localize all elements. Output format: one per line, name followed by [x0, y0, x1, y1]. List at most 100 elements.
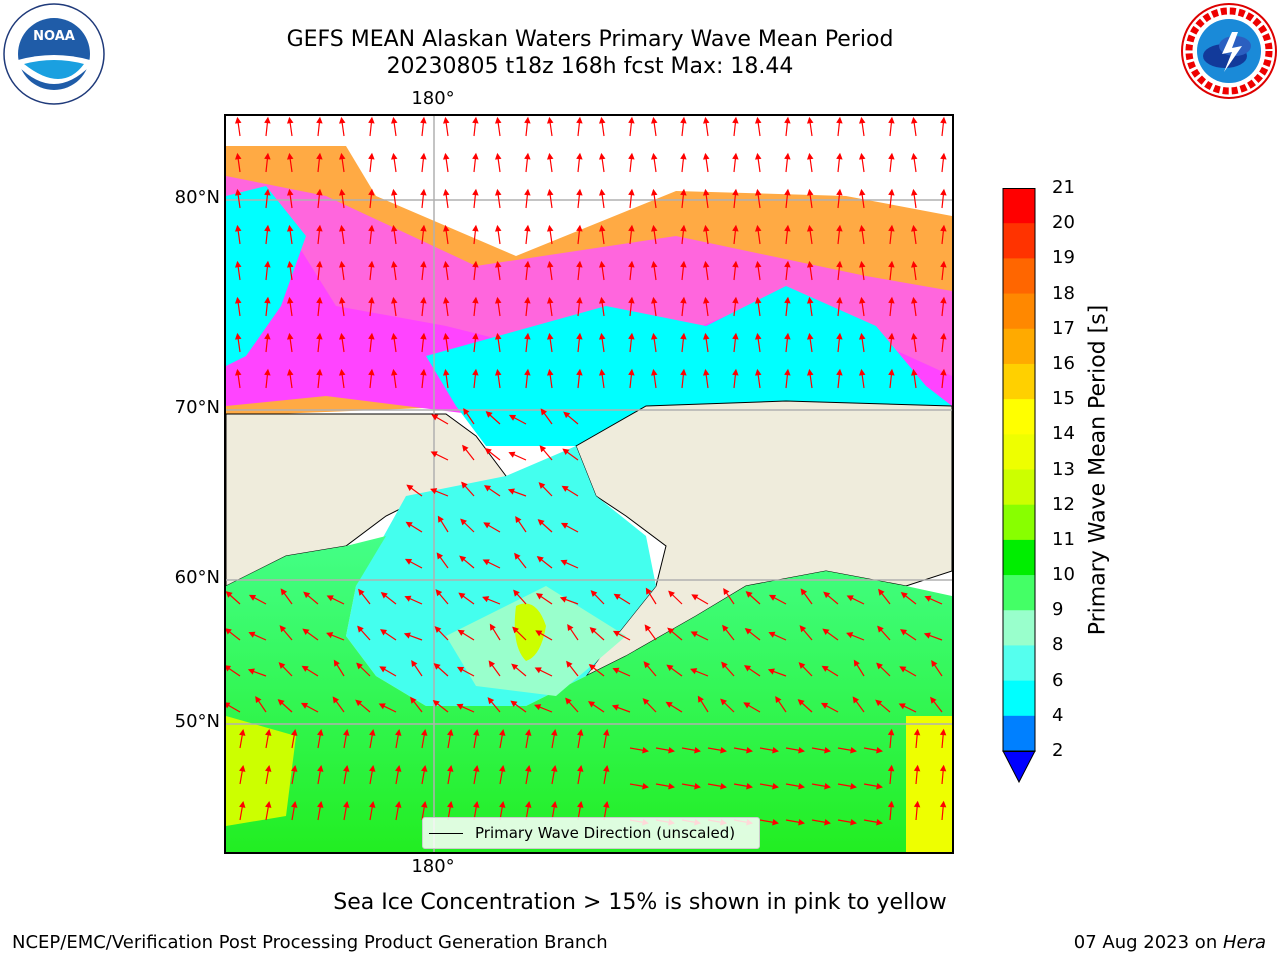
wave-direction-arrowhead: [499, 729, 506, 736]
wave-direction-arrowhead: [798, 662, 806, 669]
wave-direction-arrowhead: [899, 666, 907, 673]
wave-direction-arrowhead: [368, 152, 375, 160]
wave-direction-arrowhead: [437, 515, 444, 523]
wave-direction-arrowhead: [875, 699, 883, 707]
wave-direction-arrowhead: [326, 632, 334, 639]
wave-direction-arrowhead: [784, 296, 791, 304]
wave-direction-arrowhead: [577, 801, 584, 808]
wave-direction-arrowhead: [703, 116, 710, 124]
wave-direction-arrowhead: [576, 332, 583, 340]
wave-direction-arrowhead: [235, 296, 242, 304]
wave-direction-arrowhead: [888, 296, 895, 304]
noaa-logo-text: NOAA: [33, 29, 75, 44]
map-svg: [226, 116, 952, 852]
wave-direction-arrowhead: [460, 518, 467, 526]
wave-direction-arrowhead: [339, 260, 346, 268]
wave-direction-arrowhead: [265, 765, 272, 772]
wave-direction-arrowhead: [651, 152, 658, 160]
wave-direction-arrowhead: [300, 702, 309, 709]
wave-direction-arrowhead: [772, 819, 779, 826]
wave-direction-arrowhead: [368, 368, 375, 376]
wave-direction-arrowhead: [316, 368, 323, 376]
wave-direction-arrowhead: [559, 596, 567, 603]
wave-direction-arrowhead: [576, 188, 583, 196]
wave-direction-arrowhead: [836, 116, 843, 124]
wave-direction-arrowhead: [878, 588, 885, 596]
wave-direction-arrowhead: [744, 665, 752, 672]
wave-direction-arrowhead: [421, 765, 428, 772]
wave-direction-arrowhead: [939, 728, 947, 736]
wave-direction-arrowhead: [326, 595, 334, 602]
wave-direction-arrowhead: [339, 188, 346, 196]
wave-direction-arrowhead: [888, 260, 895, 268]
wave-direction-arrowhead: [420, 296, 427, 304]
wave-direction-arrowhead: [911, 152, 918, 160]
wave-direction-arrowhead: [380, 592, 388, 599]
wave-direction-arrowhead: [807, 332, 814, 340]
wave-direction-arrowhead: [226, 628, 232, 635]
wave-direction-arrowhead: [235, 224, 242, 232]
wave-direction-arrowhead: [420, 368, 427, 376]
lat-label-50: 50°N: [174, 711, 220, 732]
colorbar-tick-label: 17: [1052, 317, 1075, 339]
wave-direction-arrowhead: [807, 152, 814, 160]
wave-direction-arrowhead: [940, 224, 947, 232]
wave-direction-arrowhead: [226, 665, 232, 672]
wave-direction-arrowhead: [395, 729, 402, 736]
wave-direction-arrowhead: [510, 700, 518, 708]
wave-direction-arrowhead: [732, 368, 739, 376]
wave-direction-arrowhead: [472, 152, 479, 160]
colorbar-tick-label: 18: [1052, 282, 1075, 304]
colorbar: [1002, 188, 1036, 784]
wave-direction-arrowhead: [939, 800, 947, 808]
wave-direction-arrowhead: [588, 701, 596, 708]
wave-direction-arrowhead: [235, 368, 242, 376]
wave-direction-arrowhead: [836, 296, 843, 304]
wave-direction-arrowhead: [603, 765, 610, 772]
wave-direction-arrowhead: [807, 368, 814, 376]
wave-direction-arrowhead: [447, 765, 454, 772]
wave-direction-arrowhead: [888, 368, 895, 376]
colorbar-segment: [1003, 715, 1035, 752]
wave-direction-arrowhead: [940, 260, 947, 268]
wave-direction-arrowhead: [443, 368, 450, 376]
colorbar-tick-label: 4: [1052, 704, 1064, 726]
wave-direction-arrowhead: [339, 152, 346, 160]
wave-direction-arrowhead: [703, 260, 710, 268]
wave-direction-arrowhead: [536, 593, 544, 600]
wave-direction-arrowhead: [524, 260, 531, 268]
wave-direction-arrowhead: [369, 729, 376, 736]
wave-direction-arrowhead: [836, 260, 843, 268]
wave-direction-arrowhead: [443, 152, 450, 160]
wave-direction-arrowhead: [755, 260, 762, 268]
wave-direction-arrowhead: [291, 765, 298, 772]
lat-label-80: 80°N: [174, 187, 220, 208]
wave-direction-arrowhead: [512, 626, 519, 634]
wave-direction-arrowhead: [406, 484, 414, 492]
wave-direction-arrowhead: [940, 368, 947, 376]
wave-direction-arrowhead: [822, 628, 830, 636]
wave-direction-arrowhead: [746, 747, 753, 754]
wave-direction-arrowhead: [576, 368, 583, 376]
wave-direction-arrowhead: [508, 414, 517, 421]
wave-direction-arrowhead: [628, 152, 635, 160]
wave-direction-arrowhead: [303, 591, 311, 599]
wave-direction-arrowhead: [563, 411, 571, 419]
wave-direction-arrowhead: [690, 668, 698, 675]
wave-direction-arrowhead: [720, 747, 727, 754]
wave-direction-arrowhead: [277, 699, 285, 706]
wave-direction-arrowhead: [378, 703, 386, 710]
wave-direction-arrowhead: [588, 664, 596, 671]
wave-direction-arrowhead: [547, 116, 554, 124]
wave-direction-arrowhead: [265, 729, 272, 736]
wave-direction-arrowhead: [900, 592, 908, 599]
wave-direction-arrowhead: [317, 765, 324, 772]
footer-date: 07 Aug 2023 on: [1073, 932, 1223, 953]
colorbar-tick-label: 12: [1052, 493, 1075, 515]
wave-direction-arrowhead: [799, 625, 807, 633]
wave-direction-arrowhead: [599, 332, 606, 340]
wave-direction-arrowhead: [368, 188, 375, 196]
wave-direction-arrowhead: [484, 448, 492, 455]
wave-direction-arrowhead: [859, 296, 866, 304]
wave-direction-arrowhead: [356, 662, 363, 670]
